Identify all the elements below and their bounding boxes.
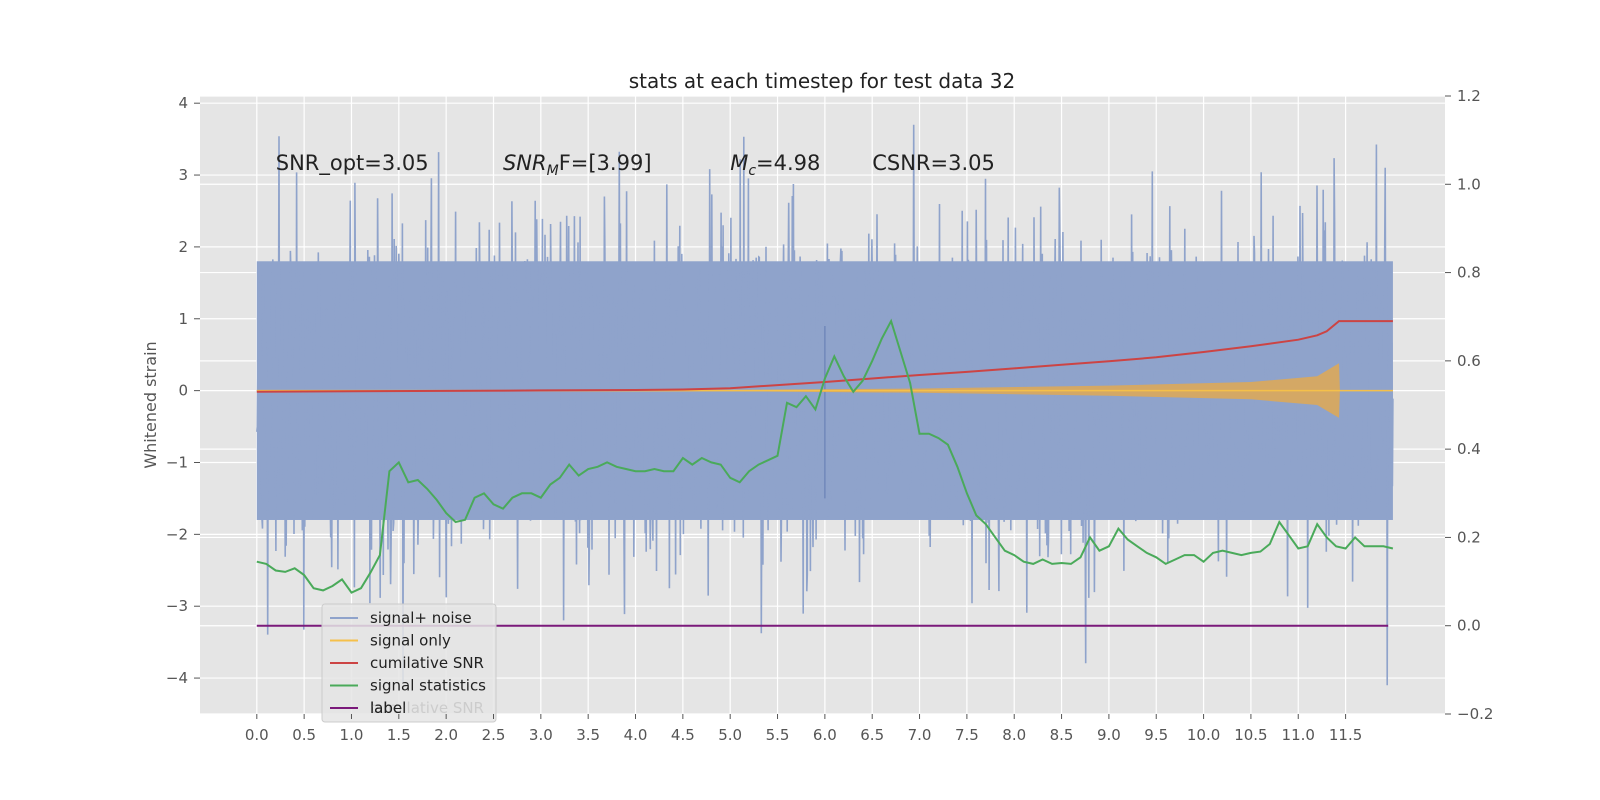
annotations: SNR_opt=3.05 SNRMF=[3.99] Mc=4.98 CSNR=3.05	[276, 151, 995, 179]
x-tick-label-9: 4.5	[671, 726, 695, 744]
annotation-1: SNRMF=[3.99]	[503, 151, 652, 179]
y2-tick-label-3: 0.4	[1457, 440, 1481, 458]
x-tick-label-22: 11.0	[1282, 726, 1315, 744]
line-signal-statistics	[256, 318, 1394, 594]
y2-tick-label-5: 0.8	[1457, 264, 1481, 282]
y2-tick-label-4: 0.6	[1457, 352, 1481, 370]
y-tick-label-8: 4	[178, 94, 188, 112]
x-tick-label-23: 11.5	[1329, 726, 1362, 744]
annotation-0: SNR_opt=3.05	[276, 151, 429, 176]
x-tick-label-0: 0.0	[245, 726, 269, 744]
line-cumilative-snr	[256, 320, 1393, 393]
x-tick-label-18: 9.0	[1097, 726, 1121, 744]
legend-label-2: cumilative SNR	[370, 654, 484, 672]
legend-label-3: signal statistics	[370, 677, 486, 695]
x-tick-label-13: 6.5	[860, 726, 884, 744]
legend-label-0: signal+ noise	[370, 609, 472, 627]
x-tick-label-7: 3.5	[576, 726, 600, 744]
y-tick-label-7: 3	[178, 166, 188, 184]
x-tick-label-10: 5.0	[718, 726, 742, 744]
legend: signal+ noise signal only cumilative SNR si…	[321, 603, 497, 723]
legend-ghost-text: cumilative SNR	[370, 699, 484, 717]
x-tick-label-20: 10.0	[1187, 726, 1220, 744]
y2-tick-label-1: 0.0	[1457, 617, 1481, 635]
legend-label-4: label	[370, 699, 406, 717]
y-axis-label: Whitened strain	[141, 341, 160, 468]
y-tick-label-3: −1	[166, 453, 188, 471]
x-tick-label-8: 4.0	[624, 726, 648, 744]
y2-tick-label-7: 1.2	[1457, 87, 1481, 105]
y-tick-label-1: −3	[166, 597, 188, 615]
y-tick-label-5: 1	[178, 310, 188, 328]
x-tick-label-19: 9.5	[1144, 726, 1168, 744]
x-tick-label-12: 6.0	[813, 726, 837, 744]
x-tick-label-4: 2.0	[434, 726, 458, 744]
y-tick-label-0: −4	[166, 669, 188, 687]
y2-tick-label-6: 1.0	[1457, 175, 1481, 193]
x-tick-label-16: 8.0	[1002, 726, 1026, 744]
chart-title: stats at each timestep for test data 32	[629, 69, 1015, 93]
noise-trace	[256, 124, 1394, 686]
y-tick-label-4: 0	[178, 382, 188, 400]
legend-box	[321, 603, 497, 723]
x-tick-label-6: 3.0	[529, 726, 553, 744]
x-tick-label-17: 8.5	[1050, 726, 1074, 744]
y2-tick-label-2: 0.2	[1457, 528, 1481, 546]
x-tick-label-1: 0.5	[292, 726, 316, 744]
axis-ticks: 0.0 0.5 1.0 1.5 2.0 2.5 3.0 3.5 4.0 4.5 5.0 5.5 6.0 6…	[166, 87, 1494, 744]
y-tick-label-6: 2	[178, 238, 188, 256]
x-tick-label-14: 7.0	[908, 726, 932, 744]
x-tick-label-2: 1.0	[340, 726, 364, 744]
y2-tick-label-0: −0.2	[1457, 705, 1493, 723]
x-tick-label-21: 10.5	[1234, 726, 1267, 744]
x-tick-label-3: 1.5	[387, 726, 411, 744]
annotation-3: CSNR=3.05	[872, 151, 995, 175]
y-tick-label-2: −2	[166, 525, 188, 543]
x-tick-label-15: 7.5	[955, 726, 979, 744]
legend-label-1: signal only	[370, 632, 451, 650]
legend-label-overlay: label	[370, 699, 406, 717]
annotation-2: Mc=4.98	[730, 151, 820, 179]
x-tick-label-5: 2.5	[482, 726, 506, 744]
x-tick-label-11: 5.5	[766, 726, 790, 744]
